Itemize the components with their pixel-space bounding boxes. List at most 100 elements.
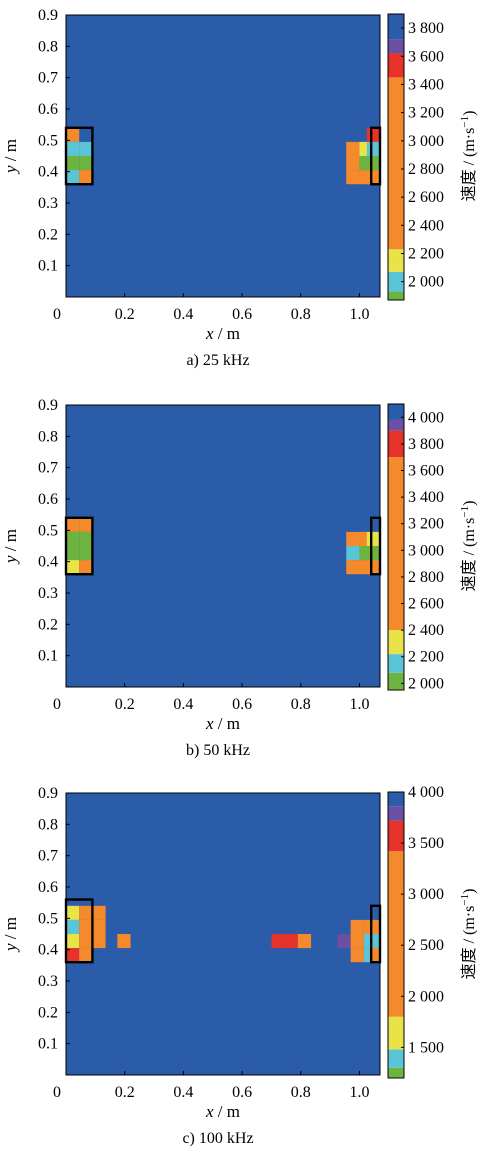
heatmap-cell [66,560,80,575]
y-tick-label: 0.4 [38,164,58,181]
x-axis-label: x / m [205,714,240,733]
colorbar-band [388,77,404,250]
colorbar-tick-label: 2 500 [408,937,444,954]
y-tick-label: 0.9 [38,7,58,24]
x-tick-label: 1.0 [349,1084,369,1101]
heatmap-cell [366,156,380,171]
colorbar-tick-label: 3 800 [408,20,444,37]
y-tick-label: 0.1 [38,258,58,275]
colorbar-band [388,792,404,807]
heatmap-cell [66,531,80,546]
y-tick-label: 0.2 [38,1004,58,1021]
heatmap-cell [337,934,351,949]
heatmap-cell [350,948,364,963]
x-tick-label: 0.4 [173,306,193,323]
colorbar-band [388,39,404,54]
panel-1: 0 0.2 0.4 0.6 0.8 1.0 0.1 0.2 0.3 0.4 0.5 0.6 0.7 0.8… [1,7,478,369]
y-tick-label: 0.3 [38,195,58,212]
y-tick-label: 0.2 [38,616,58,633]
y-tick-label: 0.9 [38,785,58,802]
y-tick-label: 0.8 [38,38,58,55]
y-tick-label: 0.7 [38,848,58,865]
colorbar-band [388,430,404,458]
x-tick-label: 1.0 [349,306,369,323]
colorbar-tick-label: 3 200 [408,516,444,533]
y-tick-label: 0.9 [38,397,58,414]
heatmap-cell [79,546,93,561]
x-tick-label: 0 [53,696,61,713]
colorbar-band [388,14,404,40]
colorbar-title: 速度 / (m·s−1) [459,501,478,592]
x-tick-label: 0.6 [232,696,252,713]
panel-caption: a) 25 kHz [186,352,249,369]
colorbar-tick-label: 2 000 [408,274,444,291]
colorbar-tick-label: 2 200 [408,246,444,263]
plot-frame [65,14,381,298]
heatmap-cell [346,560,360,575]
heatmap-cell [369,934,380,949]
colorbar-band [388,1049,404,1068]
heatmap-cell [284,934,298,949]
colorbar-tick-label: 3 600 [408,463,444,480]
y-tick-label: 0.4 [38,554,58,571]
colorbar-tick-label: 2 000 [408,675,444,692]
heatmap-cell [346,141,360,156]
colorbar-band [388,1067,404,1078]
colorbar-band [388,53,404,78]
y-tick-label: 0.3 [38,973,58,990]
heatmap-cell [271,934,285,949]
y-tick-label: 0.1 [38,648,58,665]
heatmap-cell [79,948,93,963]
y-tick-label: 0.6 [38,491,58,508]
colorbar-tick-label: 2 800 [408,161,444,178]
y-tick-label: 0.5 [38,522,58,539]
x-tick-label: 0.2 [115,306,135,323]
heatmap-cell [117,934,131,949]
colorbar-band [388,291,404,300]
heatmap-cell [66,127,80,142]
heatmap-cell [66,156,80,171]
heatmap-cell [79,517,93,532]
y-tick-label: 0.7 [38,460,58,477]
y-tick-label: 0.1 [38,1036,58,1053]
heatmap-cell [366,141,380,156]
y-tick-label: 0.6 [38,879,58,896]
heatmap-cell [366,560,380,575]
y-tick-label: 0.5 [38,132,58,149]
colorbar-tick-label: 2 000 [408,988,444,1005]
panel-caption: c) 100 kHz [182,1130,253,1147]
heatmap-background [66,15,380,297]
x-tick-label: 0.6 [232,1084,252,1101]
colorbar-band [388,630,404,655]
colorbar-tick-label: 3 400 [408,489,444,506]
x-tick-label: 0.8 [291,1084,311,1101]
heatmap-cell [66,934,80,949]
colorbar-band [388,654,404,673]
colorbar-tick-label: 4 000 [408,784,444,801]
x-tick-label: 0.2 [115,1084,135,1101]
y-tick-label: 0.8 [38,428,58,445]
heatmap-cell [350,934,364,949]
x-tick-label: 1.0 [349,696,369,713]
heatmap-cell [66,517,80,532]
heatmap-cell [79,934,93,949]
colorbar-tick-label: 2 600 [408,596,444,613]
heatmap-cell [92,905,106,920]
heatmap-cell [346,156,360,171]
colorbar-band [388,419,404,431]
colorbar-tick-label: 3 200 [408,105,444,122]
colorbar-band [388,271,404,292]
heatmap-cell [66,905,80,920]
colorbar-band [388,404,404,420]
colorbar-tick-label: 3 000 [408,133,444,150]
y-tick-label: 0.5 [38,910,58,927]
panel-3: 0 0.2 0.4 0.6 0.8 1.0 0.1 0.2 0.3 0.4 0.5 0.6 0.7 0.8… [1,784,478,1147]
x-tick-label: 0.8 [291,696,311,713]
colorbar-frame [387,791,405,1079]
x-tick-label: 0.4 [173,1084,193,1101]
heatmap-cell [297,934,312,949]
colorbar-band [388,249,404,272]
colorbar-tick-label: 3 000 [408,886,444,903]
colorbar-tick-label: 2 600 [408,189,444,206]
y-tick-label: 0.4 [38,942,58,959]
